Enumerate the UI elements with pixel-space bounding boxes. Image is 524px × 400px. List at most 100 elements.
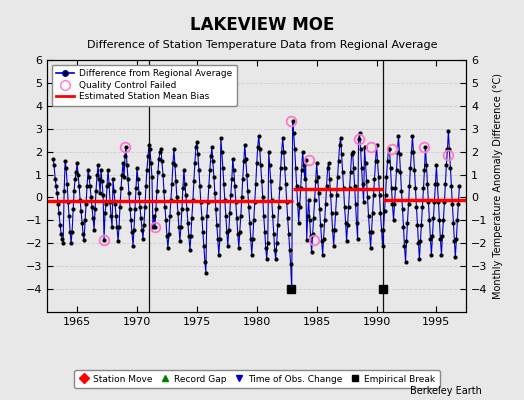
Point bbox=[215, 252, 223, 258]
Point bbox=[446, 164, 455, 171]
Point bbox=[196, 199, 205, 205]
Point bbox=[217, 148, 226, 155]
Point bbox=[426, 236, 434, 242]
Point bbox=[373, 158, 381, 164]
Point bbox=[409, 148, 418, 155]
Point bbox=[154, 169, 162, 176]
Point bbox=[182, 192, 190, 198]
Point bbox=[433, 180, 442, 187]
Point bbox=[380, 208, 389, 214]
Point bbox=[297, 185, 305, 192]
Point bbox=[346, 169, 355, 176]
Point bbox=[302, 237, 311, 243]
Point bbox=[435, 217, 444, 224]
Point bbox=[309, 231, 317, 237]
Point bbox=[258, 178, 266, 185]
Point bbox=[130, 226, 138, 233]
Point bbox=[272, 240, 281, 246]
Point bbox=[352, 220, 361, 226]
Point bbox=[167, 196, 175, 203]
Point bbox=[299, 148, 307, 155]
Point bbox=[269, 231, 278, 237]
Point bbox=[200, 242, 208, 249]
Point bbox=[384, 158, 392, 164]
Point bbox=[276, 185, 284, 192]
Point bbox=[274, 222, 282, 228]
Point bbox=[424, 199, 433, 205]
Point bbox=[324, 160, 333, 166]
Point bbox=[241, 142, 249, 148]
Point bbox=[159, 171, 167, 178]
Point bbox=[59, 240, 67, 246]
Point bbox=[58, 236, 67, 242]
Point bbox=[325, 176, 334, 182]
Point bbox=[293, 201, 302, 208]
Point bbox=[358, 180, 367, 187]
Point bbox=[298, 167, 306, 173]
Point bbox=[290, 146, 299, 152]
Point bbox=[280, 164, 289, 171]
Point bbox=[333, 174, 342, 180]
Point bbox=[386, 164, 395, 171]
Point bbox=[321, 217, 329, 224]
Point bbox=[188, 215, 196, 221]
Point bbox=[289, 130, 298, 136]
Point bbox=[361, 144, 369, 150]
Point bbox=[63, 180, 71, 187]
Point bbox=[61, 158, 69, 164]
Point bbox=[179, 185, 187, 192]
Point bbox=[249, 217, 258, 224]
Point bbox=[256, 146, 264, 152]
Point bbox=[62, 164, 70, 171]
Legend: Station Move, Record Gap, Time of Obs. Change, Empirical Break: Station Move, Record Gap, Time of Obs. C… bbox=[74, 370, 440, 388]
Point bbox=[352, 201, 360, 208]
Point bbox=[113, 224, 121, 230]
Point bbox=[204, 199, 212, 205]
Point bbox=[53, 190, 61, 196]
Point bbox=[239, 158, 248, 164]
Point bbox=[388, 201, 397, 208]
Point bbox=[198, 215, 206, 221]
Point bbox=[212, 206, 220, 212]
Point bbox=[221, 196, 229, 203]
Point bbox=[264, 240, 272, 246]
Point bbox=[347, 151, 356, 157]
Point bbox=[170, 146, 178, 152]
Point bbox=[367, 229, 376, 235]
Point bbox=[288, 286, 296, 292]
Point bbox=[310, 215, 318, 221]
Point bbox=[430, 199, 439, 205]
Point bbox=[281, 180, 290, 187]
Point bbox=[155, 155, 163, 162]
Point bbox=[411, 185, 420, 192]
Point bbox=[176, 238, 184, 244]
Point bbox=[421, 144, 430, 150]
Point bbox=[195, 183, 204, 189]
Point bbox=[174, 224, 183, 230]
Point bbox=[449, 220, 457, 226]
Point bbox=[368, 210, 377, 217]
Point bbox=[234, 231, 242, 237]
Point bbox=[455, 183, 464, 189]
Point bbox=[387, 185, 396, 192]
Point bbox=[67, 240, 75, 246]
Point bbox=[73, 160, 81, 166]
Point bbox=[383, 174, 391, 180]
Point bbox=[337, 151, 346, 157]
Point bbox=[150, 212, 158, 219]
Point bbox=[445, 146, 454, 152]
Point bbox=[228, 155, 237, 162]
Point bbox=[97, 167, 105, 173]
Point bbox=[173, 194, 181, 201]
Point bbox=[242, 155, 250, 162]
Point bbox=[413, 222, 422, 228]
Point bbox=[141, 204, 149, 210]
Point bbox=[180, 167, 188, 173]
Text: LAKEVIEW MOE: LAKEVIEW MOE bbox=[190, 16, 334, 34]
Point bbox=[320, 236, 328, 242]
Point bbox=[248, 236, 257, 242]
Point bbox=[318, 238, 326, 244]
Point bbox=[224, 242, 232, 249]
Point bbox=[403, 220, 412, 226]
Point bbox=[138, 226, 146, 233]
